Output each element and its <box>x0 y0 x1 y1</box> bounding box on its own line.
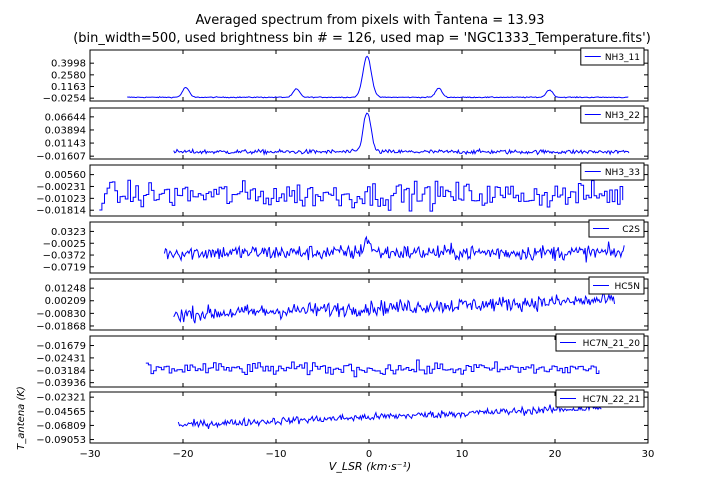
y-tick-label: 0.3998 <box>51 59 86 70</box>
x-tick-label: 30 <box>642 449 655 460</box>
panel-frame <box>89 49 649 102</box>
y-tick-label: −0.01607 <box>36 152 86 163</box>
legend-label: NH3_33 <box>605 168 640 178</box>
y-tick-label: −0.01814 <box>36 206 86 217</box>
x-tick-label: −10 <box>265 449 286 460</box>
y-tick-label: −0.01023 <box>36 194 86 205</box>
x-tick-label: 10 <box>456 449 469 460</box>
y-tick-label: −0.02431 <box>36 353 86 364</box>
y-tick-label: 0.01248 <box>45 284 86 295</box>
y-tick-label: 0.2580 <box>51 70 86 81</box>
y-axis-label: T_antena (K) <box>16 386 27 450</box>
panel-frame <box>89 164 649 217</box>
y-tick-label: 0.0323 <box>51 227 86 238</box>
panel-frame <box>89 278 649 331</box>
figure-title-line1: Averaged spectrum from pixels with T̄ant… <box>195 13 544 28</box>
legend-label: HC5N <box>614 282 640 292</box>
legend-box <box>580 47 645 66</box>
y-tick-label: −0.06809 <box>36 421 86 432</box>
legend-nh3-33: NH3_33 <box>580 162 645 181</box>
x-tick-label: 20 <box>549 449 562 460</box>
legend-hc7n-21-20: HC7N_21_20 <box>555 333 645 352</box>
x-tick-label: −30 <box>79 449 100 460</box>
x-axis-label: V_LSR (km·s⁻¹) <box>329 460 411 473</box>
legend-label: NH3_22 <box>605 111 640 121</box>
y-tick-label: −0.09053 <box>36 435 86 446</box>
spectrum-line-hc7n-21-20 <box>145 359 600 378</box>
y-tick-label: 0.03894 <box>45 125 86 136</box>
panel-hc7n-22-21: −0.09053 −0.06809 −0.04565 −0.02321 HC7N_22_… <box>36 389 649 446</box>
y-tick-label: −0.0025 <box>43 239 86 250</box>
legend-box <box>555 333 645 352</box>
y-tick-label: −0.01679 <box>36 341 86 352</box>
spectrum-line-hc5n <box>173 291 615 324</box>
y-tick-label: −0.02321 <box>36 393 86 404</box>
legend-label: HC7N_22_21 <box>583 395 640 405</box>
y-tick-label: −0.0372 <box>43 251 86 262</box>
spectrum-line-hc7n-22-21 <box>177 403 602 430</box>
legend-label: NH3_11 <box>605 53 640 63</box>
legend-box <box>555 389 645 408</box>
x-axis: −30 −20 −10 0 10 20 30 <box>79 449 654 460</box>
figure-title-line2: (bin_width=500, used brightness bin # = … <box>73 31 651 46</box>
y-tick-label: −0.00231 <box>36 182 86 193</box>
spectrum-line-nh3-33 <box>99 179 624 212</box>
panel-frame <box>89 221 649 274</box>
x-tick-label: 0 <box>366 449 372 460</box>
y-tick-label: −0.04565 <box>36 407 86 418</box>
spectrum-line-c2s <box>163 235 625 263</box>
legend-box <box>580 105 645 124</box>
y-tick-label: 0.00560 <box>45 170 86 181</box>
legend-box <box>588 219 645 238</box>
y-tick-label: −0.00830 <box>36 309 86 320</box>
y-tick-label: −0.03184 <box>36 366 86 377</box>
y-tick-label: 0.1163 <box>51 82 86 93</box>
y-tick-label: −0.0719 <box>43 262 86 273</box>
y-tick-label: 0.00209 <box>45 296 86 307</box>
y-tick-label: −0.0254 <box>43 94 86 105</box>
legend-box <box>580 162 645 181</box>
legend-box <box>588 276 645 295</box>
y-tick-label: −0.01868 <box>36 321 86 332</box>
legend-hc5n: HC5N <box>588 276 645 295</box>
y-tick-label: −0.03936 <box>36 378 86 389</box>
legend-hc7n-22-21: HC7N_22_21 <box>555 389 645 408</box>
y-tick-label: 0.06644 <box>45 112 86 123</box>
spectrum-line-nh3-22 <box>173 112 630 156</box>
legend-label: HC7N_21_20 <box>583 339 641 349</box>
panel-hc7n-21-20: −0.03936−0.03184 −0.02431−0.01679 HC7N_21_… <box>36 333 649 389</box>
legend-c2s: C2S <box>588 219 645 238</box>
legend-nh3-22: NH3_22 <box>580 105 645 124</box>
x-tick-label: −20 <box>172 449 193 460</box>
legend-label: C2S <box>622 225 640 235</box>
legend-nh3-11: NH3_11 <box>580 47 645 66</box>
spectrum-line-nh3-11 <box>127 55 629 99</box>
y-tick-label: 0.01143 <box>45 139 86 150</box>
panel-nh3-22: −0.01607 0.01143 0.03894 0.06644 NH3_22 <box>36 105 649 163</box>
